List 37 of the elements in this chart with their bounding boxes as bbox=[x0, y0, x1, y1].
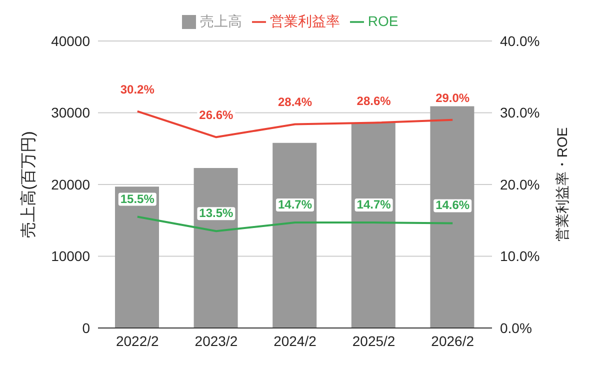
y-tick-label: 10000 bbox=[51, 248, 90, 264]
bar bbox=[272, 142, 317, 328]
data-label: 14.6% bbox=[436, 198, 470, 212]
y-tick-label: 20000 bbox=[51, 176, 90, 192]
x-tick-label: 2022/2 bbox=[116, 332, 160, 349]
data-label: 30.2% bbox=[120, 82, 155, 96]
data-label: 26.6% bbox=[199, 108, 234, 122]
y-axis-title: 売上高(百万円) bbox=[20, 131, 38, 238]
y2-tick-label: 20.0% bbox=[500, 176, 540, 192]
data-label: 28.6% bbox=[356, 94, 392, 108]
x-tick-label: 2026/2 bbox=[431, 332, 474, 349]
bar bbox=[430, 106, 474, 328]
bar bbox=[194, 168, 238, 328]
legend-label: 売上高 bbox=[200, 13, 242, 29]
data-label: 15.5% bbox=[120, 192, 155, 206]
y2-tick-label: 30.0% bbox=[500, 104, 540, 121]
y-tick-label: 40000 bbox=[51, 32, 90, 49]
line-series bbox=[136, 110, 454, 138]
bar bbox=[115, 186, 159, 328]
y2-tick-label: 0.0% bbox=[500, 320, 532, 336]
data-label: 13.5% bbox=[199, 206, 234, 220]
x-tick-label: 2025/2 bbox=[352, 332, 396, 349]
legend-label: ROE bbox=[368, 13, 398, 29]
x-tick-label: 2024/2 bbox=[274, 332, 317, 349]
y2-axis-title: 営業利益率・ROE bbox=[554, 127, 570, 242]
data-label: 14.7% bbox=[356, 198, 392, 212]
y2-tick-label: 40.0% bbox=[500, 32, 540, 49]
y-tick-label: 0 bbox=[82, 320, 90, 336]
data-label: 29.0% bbox=[436, 90, 470, 105]
line-series bbox=[136, 216, 454, 232]
data-label: 28.4% bbox=[278, 95, 312, 110]
y-tick-label: 30000 bbox=[51, 104, 90, 121]
x-tick-label: 2023/2 bbox=[194, 332, 238, 349]
y2-tick-label: 10.0% bbox=[500, 248, 540, 264]
data-label: 14.7% bbox=[278, 198, 312, 212]
bar bbox=[351, 122, 396, 328]
legend-label: 営業利益率 bbox=[270, 13, 340, 29]
